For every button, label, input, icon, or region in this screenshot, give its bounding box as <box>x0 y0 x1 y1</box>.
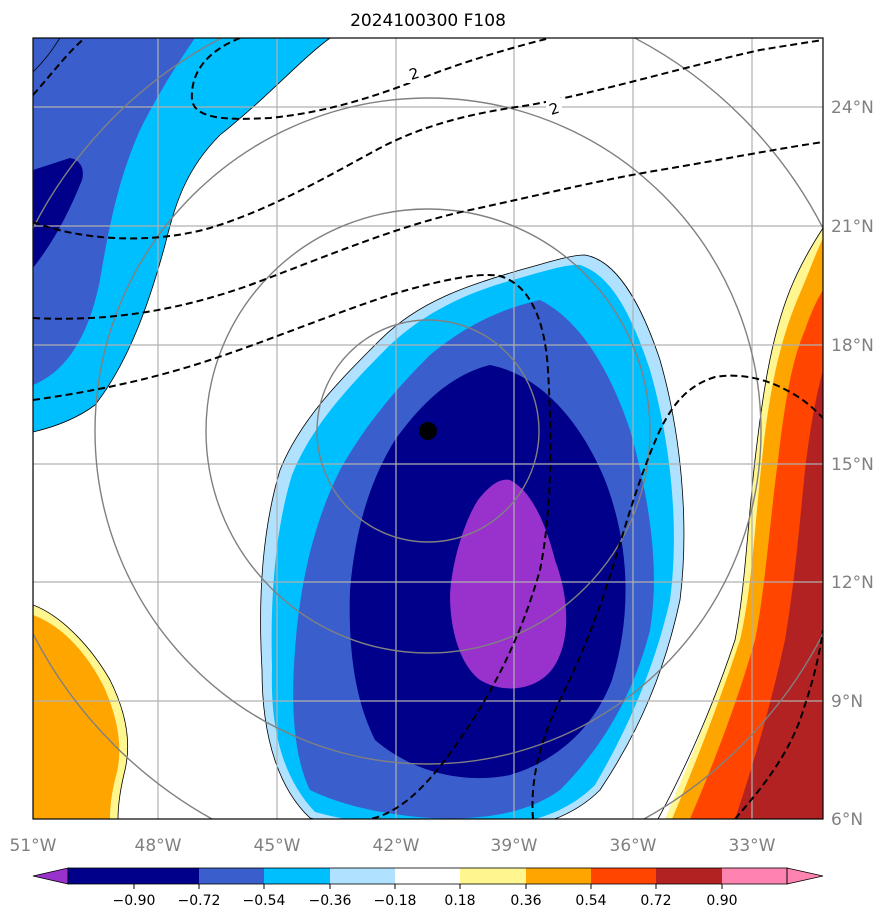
colorbar-swatch <box>591 868 656 884</box>
contour-labels: 2 2 <box>406 63 562 119</box>
lon-tick-label: 39°W <box>491 836 538 856</box>
lat-tick-label: 15°N <box>831 455 874 475</box>
colorbar-extend-low <box>32 867 69 885</box>
lat-tick-label: 18°N <box>831 336 874 356</box>
colorbar-swatch <box>134 868 199 884</box>
anomaly-field-southwest <box>33 604 129 819</box>
anomaly-field-east <box>657 227 823 819</box>
lat-tick-label: 21°N <box>831 217 874 237</box>
colorbar-label: −0.54 <box>243 893 286 909</box>
anomaly-field-cyclone <box>260 254 685 819</box>
map-plot-area: 2 2 <box>33 38 823 819</box>
colorbar-label: 0.36 <box>510 893 541 909</box>
colorbar: −0.90 −0.72 −0.54 −0.36 −0.18 0.18 0.36 … <box>32 867 824 909</box>
colorbar-label: 0.90 <box>706 893 737 909</box>
colorbar-extend-high <box>786 867 824 885</box>
colorbar-label: −0.18 <box>374 893 417 909</box>
colorbar-swatch <box>722 868 787 884</box>
colorbar-swatch <box>330 868 395 884</box>
colorbar-swatch <box>199 868 264 884</box>
colorbar-swatch <box>460 868 526 884</box>
storm-center-marker <box>419 422 437 440</box>
lat-tick-label: 24°N <box>831 98 874 118</box>
plot-frame <box>32 37 824 820</box>
map-title: 2024100300 F108 <box>350 11 506 31</box>
latitude-axis: 24°N 21°N 18°N 15°N 12°N 9°N 6°N <box>831 98 874 830</box>
colorbar-swatch <box>68 868 134 884</box>
map-gridlines <box>33 38 823 819</box>
range-rings <box>33 38 823 819</box>
lat-tick-label: 9°N <box>831 692 863 712</box>
colorbar-swatch <box>264 868 330 884</box>
longitude-axis: 51°W 48°W 45°W 42°W 39°W 36°W 33°W <box>10 836 776 856</box>
dashed-contours <box>33 38 823 819</box>
lat-tick-label: 6°N <box>831 810 863 830</box>
anomaly-field-northwest <box>33 38 331 433</box>
lon-tick-label: 45°W <box>254 836 301 856</box>
colorbar-label: −0.36 <box>309 893 352 909</box>
colorbar-swatch <box>395 868 460 884</box>
colorbar-label: −0.72 <box>178 893 221 909</box>
lon-tick-label: 36°W <box>610 836 657 856</box>
colorbar-swatch <box>526 868 591 884</box>
lon-tick-label: 51°W <box>10 836 57 856</box>
colorbar-label: 0.72 <box>640 893 671 909</box>
colorbar-label: −0.90 <box>113 893 156 909</box>
colorbar-label: 0.18 <box>444 893 475 909</box>
lat-tick-label: 12°N <box>831 573 874 593</box>
lon-tick-label: 42°W <box>373 836 420 856</box>
colorbar-label: 0.54 <box>575 893 606 909</box>
lon-tick-label: 48°W <box>135 836 182 856</box>
colorbar-swatch <box>656 868 722 884</box>
lon-tick-label: 33°W <box>729 836 776 856</box>
